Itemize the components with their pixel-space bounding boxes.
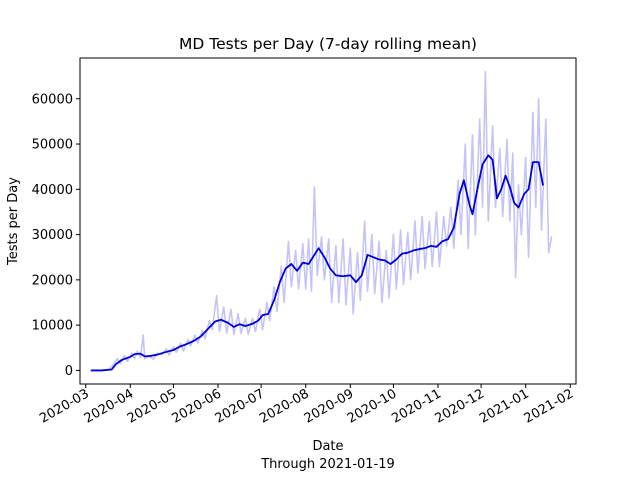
series-layer — [90, 70, 553, 372]
x-tick-label: 2020-08 — [257, 386, 312, 426]
x-tick-label: 2020-05 — [125, 386, 180, 426]
y-tick-label: 40000 — [32, 183, 73, 198]
series-line-1 — [90, 70, 553, 372]
x-axis: 2020-032020-042020-052020-062020-072020-… — [37, 384, 576, 427]
x-tick-label: 2021-01 — [477, 386, 532, 426]
x-tick-label: 2020-03 — [37, 386, 92, 426]
x-tick-label: 2021-02 — [522, 386, 577, 426]
x-axis-label: Date — [312, 439, 343, 454]
x-tick-label: 2020-12 — [433, 386, 488, 426]
y-tick-label: 10000 — [32, 319, 73, 334]
y-axis: 0 10000 20000 30000 40000 50000 60000 — [32, 92, 80, 379]
x-axis-sublabel: Through 2021-01-19 — [260, 457, 395, 472]
y-tick-label: 30000 — [32, 228, 73, 243]
y-tick-label: 20000 — [32, 273, 73, 288]
y-tick-label: 50000 — [32, 138, 73, 153]
chart-title: MD Tests per Day (7-day rolling mean) — [179, 35, 477, 53]
series-line-2 — [90, 154, 544, 372]
y-tick-label: 0 — [65, 364, 73, 379]
x-tick-label: 2020-10 — [345, 386, 400, 426]
x-tick-label: 2020-07 — [213, 386, 268, 426]
y-axis-label: Tests per Day — [6, 177, 21, 266]
y-tick-label: 60000 — [32, 92, 73, 107]
plot-frame — [79, 57, 577, 385]
